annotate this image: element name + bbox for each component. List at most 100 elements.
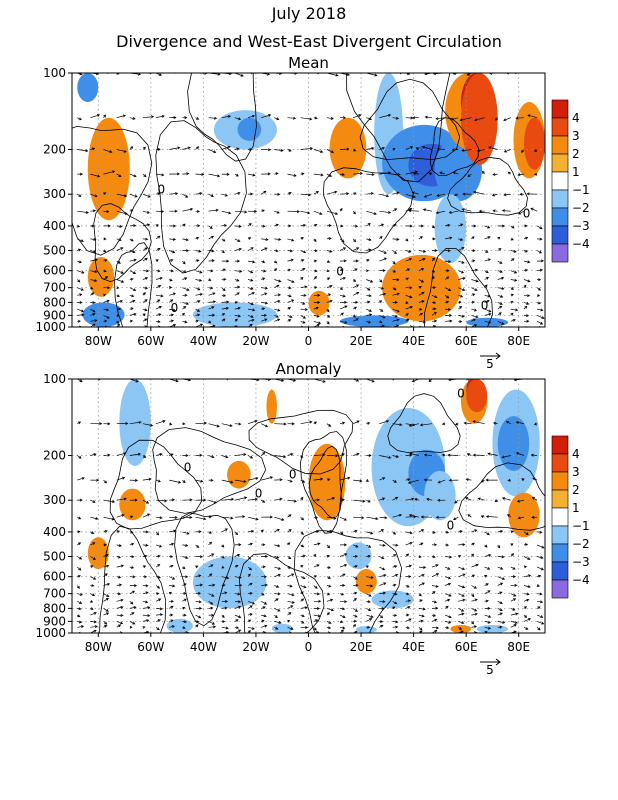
wind-arrow — [90, 114, 101, 119]
wind-arrow — [261, 172, 271, 176]
wind-arrow — [444, 593, 452, 597]
x-tick-label-8: 80E — [507, 334, 530, 348]
wind-arrow — [313, 627, 317, 631]
wind-arrow — [484, 320, 492, 324]
wind-arrow — [221, 423, 233, 428]
wind-arrow — [484, 606, 491, 610]
wind-arrow — [445, 236, 453, 240]
wind-arrow — [129, 612, 135, 616]
wind-arrow — [445, 308, 452, 311]
wind-arrow — [103, 598, 110, 602]
wind-arrow — [116, 497, 127, 501]
wind-arrow — [458, 314, 465, 318]
wind-arrow — [523, 319, 530, 323]
wind-arrow — [77, 319, 81, 323]
wind-arrow — [365, 565, 370, 569]
wind-arrow — [339, 300, 348, 304]
wind-arrow — [313, 379, 326, 383]
wind-arrow — [103, 582, 111, 586]
wind-arrow — [234, 210, 248, 214]
wind-arrow — [313, 306, 319, 310]
wind-arrow — [116, 624, 122, 628]
wind-arrow — [484, 308, 492, 313]
wind-arrow — [497, 294, 504, 298]
wind-arrow — [497, 270, 503, 273]
wind-arrow — [313, 249, 318, 253]
wind-arrow — [77, 421, 82, 425]
wind-arrow — [313, 614, 321, 618]
wind-arrow — [453, 193, 459, 197]
contour-6 — [458, 462, 545, 531]
wind-arrow — [221, 294, 227, 298]
wind-arrow — [418, 593, 422, 597]
wind-arrow — [155, 235, 161, 240]
wind-arrow — [195, 479, 204, 483]
wind-arrow — [77, 592, 84, 596]
wind-arrow — [392, 314, 398, 318]
wind-arrow — [300, 479, 306, 483]
wind-arrow — [247, 542, 253, 546]
wind-arrow — [90, 308, 96, 313]
wind-arrow — [313, 173, 324, 177]
y-tick-label-9: 1000 — [35, 626, 66, 640]
wind-arrow — [392, 554, 397, 557]
wind-arrow — [287, 294, 292, 298]
wind-arrow — [536, 315, 545, 319]
wind-arrow — [182, 287, 190, 291]
wind-arrow — [392, 300, 398, 304]
wind-arrow — [195, 278, 203, 282]
wind-arrow — [503, 193, 511, 197]
wind-arrow — [129, 452, 142, 456]
wind-arrow — [129, 319, 134, 323]
wind-arrow — [326, 598, 334, 602]
wind-arrow — [392, 223, 397, 227]
wind-arrow — [313, 191, 320, 195]
wind-arrow — [531, 515, 538, 519]
anomaly-region-5 — [266, 389, 277, 424]
wind-arrow — [313, 320, 322, 325]
wind-arrow — [405, 238, 409, 242]
wind-arrow — [274, 422, 287, 426]
wind-arrow — [392, 147, 396, 151]
wind-arrow — [353, 192, 357, 196]
wind-arrow — [418, 599, 423, 603]
wind-arrow — [352, 624, 356, 628]
wind-arrow — [353, 306, 358, 310]
wind-arrow — [142, 223, 151, 227]
wind-arrow — [366, 421, 371, 425]
wind-arrow — [458, 287, 466, 292]
anomaly-region-15 — [382, 254, 461, 322]
wind-arrow — [116, 314, 120, 317]
wind-arrow — [405, 575, 412, 579]
wind-arrow — [221, 455, 229, 459]
wind-arrow — [445, 223, 451, 227]
wind-arrow — [459, 117, 472, 122]
wind-arrow — [155, 306, 162, 310]
anomaly-region-18 — [508, 492, 540, 538]
wind-arrow — [300, 293, 307, 297]
wind-arrow — [471, 318, 476, 322]
wind-arrow — [366, 223, 371, 227]
wind-arrow — [274, 621, 282, 624]
x-tick-label-7: 60E — [455, 640, 478, 654]
wind-arrow — [103, 249, 107, 253]
wind-arrow — [536, 584, 540, 587]
wind-arrow — [533, 172, 538, 176]
wind-arrow — [195, 516, 207, 521]
wind-arrow — [195, 530, 202, 534]
wind-arrow — [287, 626, 294, 630]
wind-arrow — [405, 146, 414, 150]
wind-arrow — [339, 453, 345, 457]
wind-arrow — [287, 605, 294, 609]
wind-arrow — [90, 576, 97, 580]
colorbar-label-7: −4 — [572, 573, 590, 587]
colorbar: 4 3 2 1 −1 −2 −3 −4 — [551, 99, 590, 263]
wind-arrow — [458, 300, 462, 304]
wind-arrow — [248, 278, 254, 282]
wind-arrow — [424, 115, 433, 119]
wind-arrow — [274, 497, 283, 501]
wind-arrow — [129, 590, 136, 595]
wind-arrow — [116, 210, 129, 216]
wind-arrow — [247, 237, 252, 240]
wind-arrow — [169, 498, 176, 502]
